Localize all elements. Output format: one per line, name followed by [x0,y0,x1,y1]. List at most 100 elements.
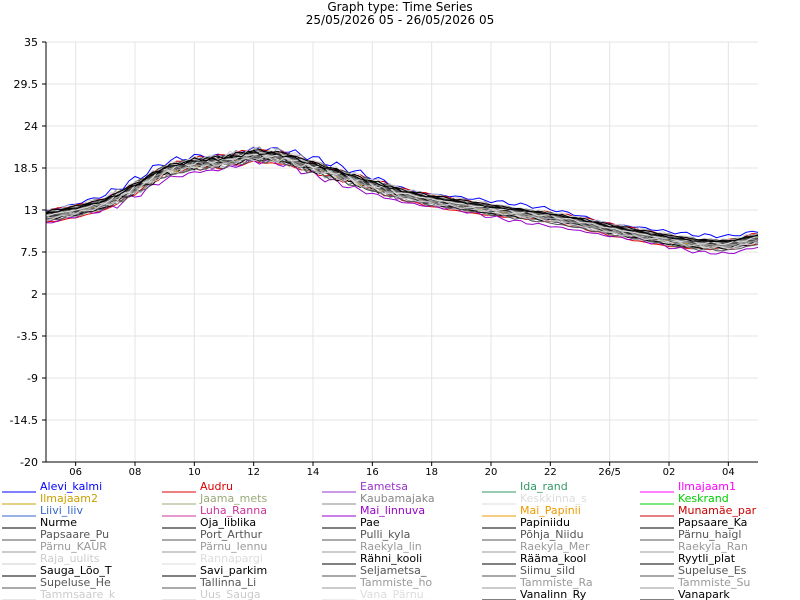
x-tick-label: 08 [129,467,142,478]
legend-item: Supeluse_Es [640,564,747,577]
y-tick-label: 35 [24,36,38,49]
legend-label: Keskrand [678,492,729,505]
legend-item: Port_Arthur [162,528,263,541]
legend-item: Raekyla_Mer [482,540,590,553]
y-tick-label: -14.5 [10,414,38,427]
legend-label: Papsaare_Ka [678,516,747,529]
x-tick-label: 22 [544,467,557,478]
legend-label: Jaama_mets [199,492,267,505]
legend-item: Keskrand [640,492,729,505]
chart-subtitle: 25/05/2026 05 - 26/05/2026 05 [306,13,494,27]
legend-item: Pulli_kyla [322,528,410,541]
x-tick-label: 18 [425,467,438,478]
legend-item: Uus_Sauga [162,588,261,600]
legend-label: Vanalinn_Ry [520,588,587,600]
y-tick-label: 24 [24,120,38,133]
legend-item: Rääma_kool [482,552,586,565]
legend-item: Pärnu_lennu [162,540,267,553]
legend-item: Raekyla_lin [322,540,422,553]
legend-label: Pärnu_KAUR [40,540,107,553]
x-tick-label: 02 [663,467,676,478]
legend-item: Audru [162,480,233,493]
legend-item: Siimu_sild [482,564,575,577]
x-tick-label: 04 [722,467,735,478]
legend-label: Nurme [40,516,77,529]
legend-item: Tallinna_Li [162,576,256,589]
legend-item: Pärnu_KAUR [2,540,107,553]
y-tick-label: -20 [20,456,38,469]
legend-item: Liivi_liiv [2,504,83,517]
y-tick-label: 29.5 [14,78,39,91]
legend-item: Ryytli_plat [640,552,736,565]
legend-item: Tammsaare_k [2,588,116,600]
legend-item: Sauga_Lõo_T [2,564,112,577]
legend-label: Supeluse_Es [678,564,747,577]
legend-item: Alevi_kalmi [2,480,102,493]
legend-label: Alevi_kalmi [40,480,102,493]
y-tick-label: 7.5 [21,246,39,259]
legend-item: Vanalinn_Ry [482,588,587,600]
legend-label: Mai_linnuva [360,504,425,517]
legend-label: Eametsa [360,480,408,493]
legend-label: Raekyla_Mer [520,540,590,553]
legend-item: Ilmajaam1 [640,480,736,493]
legend-label: Raja_uulits [40,552,100,565]
y-tick-label: 18.5 [14,162,39,175]
legend-item: Pärnu_haigl [640,528,741,541]
legend-item: Vana_Pärnu_ [322,588,430,600]
x-tick-label: 16 [366,467,379,478]
legend-item: Tammiste_Ra [482,576,593,589]
y-tick-label: -3.5 [17,330,38,343]
chart-title: Graph type: Time Series [327,0,472,14]
legend-label: Oja_liblika [200,516,256,529]
legend-item: Nurme [2,516,77,529]
legend-label: Mai_Papinii [520,504,581,517]
legend-label: Munamäe_par [678,504,757,517]
series-line-Vana_Pärnu_ [45,153,759,246]
x-tick-label: 14 [307,467,320,478]
legend-item: Tammiste_ho [322,576,432,589]
legend-label: Pae [360,516,380,529]
legend-label: Ryytli_plat [678,552,736,565]
legend-item: Oja_liblika [162,516,256,529]
legend-item: Ida_rand [482,480,568,493]
legend-label: Tammiste_Su [677,576,750,589]
legend-item: Tammiste_Su [640,576,750,589]
legend-label: Vanapark [678,588,730,600]
legend-label: Luha_Ranna [200,504,267,517]
x-tick-label: 20 [485,467,498,478]
legend: Alevi_kalmi Audru Eametsa Ida_rand Ilmajaam1… [2,480,757,600]
legend-label: Pulli_kyla [360,528,410,541]
legend-item: Mai_linnuva [322,504,425,517]
legend-label: Pärnu_haigl [678,528,741,541]
legend-label: Papiniidu [520,516,570,529]
legend-label: Rannapargi [200,552,263,565]
legend-label: Ilmajaam1 [678,480,736,493]
series-line-Uus_Sauga [45,155,759,250]
legend-label: Pärnu_lennu [200,540,267,553]
legend-label: Raekyla_lin [360,540,422,553]
legend-item: Rähni_kooli [322,552,422,565]
legend-label: Port_Arthur [200,528,263,541]
legend-item: Papiniidu [482,516,570,529]
legend-item: Ilmajaam2 [2,492,98,505]
legend-item: Papsaare_Pu [2,528,109,541]
legend-item: Keskkinna_s [482,492,587,505]
y-tick-label: 2 [31,288,38,301]
x-tick-label: 12 [247,467,260,478]
legend-label: Raekyla_Ran [678,540,748,553]
x-tick-label: 26/5 [598,467,620,478]
legend-label: Tammiste_Ra [519,576,593,589]
x-tick-label: 10 [188,467,201,478]
legend-label: Kaubamajaka [360,492,435,505]
series-line-Vanapark [45,150,759,243]
legend-label: Keskkinna_s [520,492,587,505]
legend-label: Tammsaare_k [39,588,116,600]
legend-label: Liivi_liiv [40,504,83,517]
legend-label: Sauga_Lõo_T [40,564,112,577]
legend-item: Rannapargi [162,552,263,565]
legend-item: Pae [322,516,380,529]
y-tick-label: -9 [27,372,38,385]
legend-item: Raekyla_Ran [640,540,748,553]
grid [46,41,758,463]
